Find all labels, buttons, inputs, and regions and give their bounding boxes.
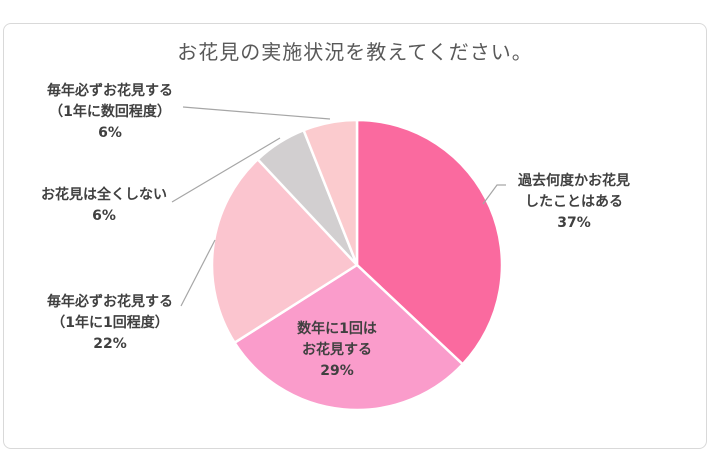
- slice-label-text: お花見は全くしない: [41, 187, 167, 203]
- slice-label-text: （1年に数回程度）: [49, 104, 171, 120]
- leader-line-never: [171, 137, 281, 203]
- slice-label-once-in-years: 数年に1回は お花見する 29%: [257, 319, 417, 382]
- slice-label-percent: 6%: [92, 208, 116, 224]
- slice-label-text: 毎年必ずお花見する: [47, 294, 173, 310]
- pie-slice-1: [233, 263, 464, 412]
- slice-label-never: お花見は全くしない 6%: [24, 185, 184, 227]
- pie-slice-2: [210, 158, 359, 344]
- slice-label-percent: 29%: [320, 363, 354, 379]
- slice-label-past-sometimes: 過去何度かお花見 したことはある 37%: [494, 171, 654, 234]
- chart-title: お花見の実施状況を教えてください。: [177, 40, 533, 64]
- pie-slice-4: [302, 118, 359, 267]
- slice-label-percent: 37%: [557, 215, 591, 231]
- slice-label-text: 過去何度かお花見: [518, 173, 630, 189]
- slice-label-text: （1年に1回程度）: [51, 315, 169, 331]
- leader-line-freq-several: [182, 106, 331, 120]
- slice-label-text: お花見する: [302, 342, 372, 358]
- slice-label-freq-several-per-year: 毎年必ずお花見する （1年に数回程度） 6%: [30, 81, 190, 144]
- leader-line-past-sometimes: [482, 184, 506, 205]
- slice-label-once-per-year: 毎年必ずお花見する （1年に1回程度） 22%: [30, 292, 190, 355]
- slice-label-text: 数年に1回は: [297, 321, 377, 337]
- pie-slices: [210, 118, 504, 412]
- pie-slice-0: [355, 118, 504, 366]
- slice-label-text: したことはある: [525, 194, 623, 210]
- slice-label-percent: 6%: [98, 125, 122, 141]
- slice-label-text: 毎年必ずお花見する: [47, 83, 173, 99]
- leader-line-once-per-year: [180, 239, 216, 307]
- slice-label-percent: 22%: [93, 336, 127, 352]
